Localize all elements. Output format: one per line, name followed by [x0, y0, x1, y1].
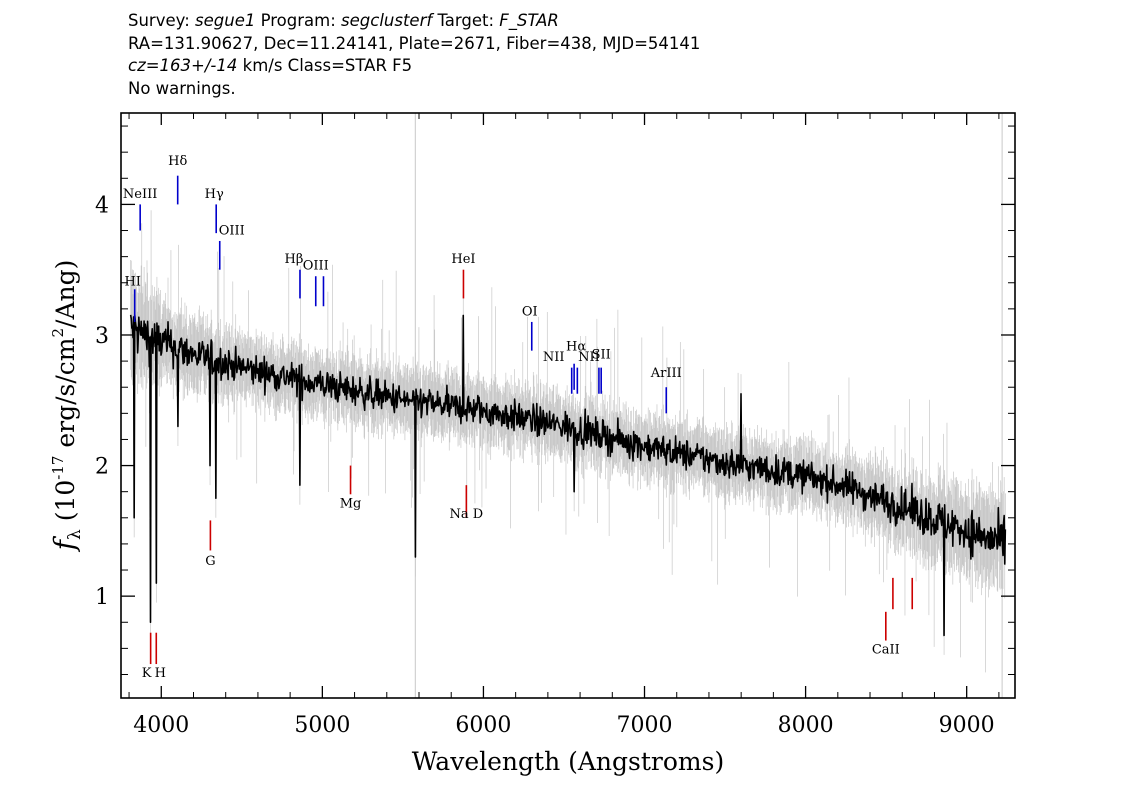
- y-tick-label: 3: [95, 324, 109, 349]
- x-tick-label: 8000: [778, 713, 834, 738]
- header-line-survey: Survey: segue1 Program: segclusterf Targ…: [128, 10, 1028, 33]
- absorption-line-label: Mg: [340, 496, 362, 511]
- cz-rest: km/s Class=STAR F5: [242, 56, 413, 75]
- y-axis-title: fλ (10-17 erg/s/cm2/Ang): [48, 260, 85, 553]
- x-tick-label: 6000: [455, 713, 511, 738]
- header-line-coords: RA=131.90627, Dec=11.24141, Plate=2671, …: [128, 33, 701, 53]
- survey-label: Survey:: [128, 11, 190, 30]
- flux-line-layer: [129, 313, 1007, 637]
- x-tick-label: 9000: [939, 713, 995, 738]
- survey-value: segue1: [195, 11, 256, 30]
- plot-frame: [120, 112, 1016, 699]
- y-tick-label: 1: [95, 585, 109, 610]
- y-tick-label: 2: [95, 455, 109, 480]
- emission-line-label: Hβ: [285, 252, 304, 267]
- emission-line-label: OI: [522, 304, 538, 319]
- header-line-warnings: No warnings.: [128, 78, 236, 98]
- y-tick-label: 4: [95, 193, 109, 218]
- emission-line-label: NII: [543, 350, 565, 365]
- emission-line-label: Hα: [566, 340, 586, 355]
- emission-line-label: NII: [578, 350, 600, 365]
- absorption-line-label: Na D: [450, 507, 484, 522]
- x-tick-label: 5000: [294, 713, 350, 738]
- error-band-layer: [130, 113, 1006, 698]
- emission-line-label: ArIII: [650, 366, 682, 381]
- absorption-line-label: H: [155, 666, 166, 681]
- emission-line-label: Hδ: [168, 154, 187, 169]
- emission-line-label: HeI: [451, 252, 475, 267]
- emission-line-label: NeIII: [123, 187, 157, 202]
- cz-value: cz=163+/-14: [128, 56, 238, 75]
- emission-line-label: OIII: [219, 223, 245, 238]
- header-line-redshift: cz=163+/-14 km/s Class=STAR F5: [128, 55, 1028, 78]
- x-tick-label: 4000: [133, 713, 189, 738]
- axis-ticks: 4000 5000 6000 7000 8000 9000 1 2 3 4: [95, 113, 1015, 738]
- x-axis-title: Wavelength (Angstroms): [412, 747, 724, 776]
- absorption-line-label: G: [205, 554, 215, 569]
- program-value: segclusterf: [341, 11, 433, 30]
- absorption-line-label: K: [142, 666, 152, 681]
- emission-line-label: SII: [592, 347, 611, 362]
- target-value: F_STAR: [499, 11, 559, 30]
- flux-line: [129, 313, 1007, 637]
- emission-line-label: Hγ: [205, 187, 224, 202]
- emission-line-label: HI: [124, 274, 140, 289]
- spectrum-header: Survey: segue1 Program: segclusterf Targ…: [128, 10, 1028, 100]
- emission-line-label: OIII: [303, 259, 329, 274]
- absorption-line-label: CaII: [872, 643, 900, 658]
- program-label: Program:: [260, 11, 336, 30]
- target-label: Target:: [437, 11, 495, 30]
- x-tick-label: 7000: [617, 713, 673, 738]
